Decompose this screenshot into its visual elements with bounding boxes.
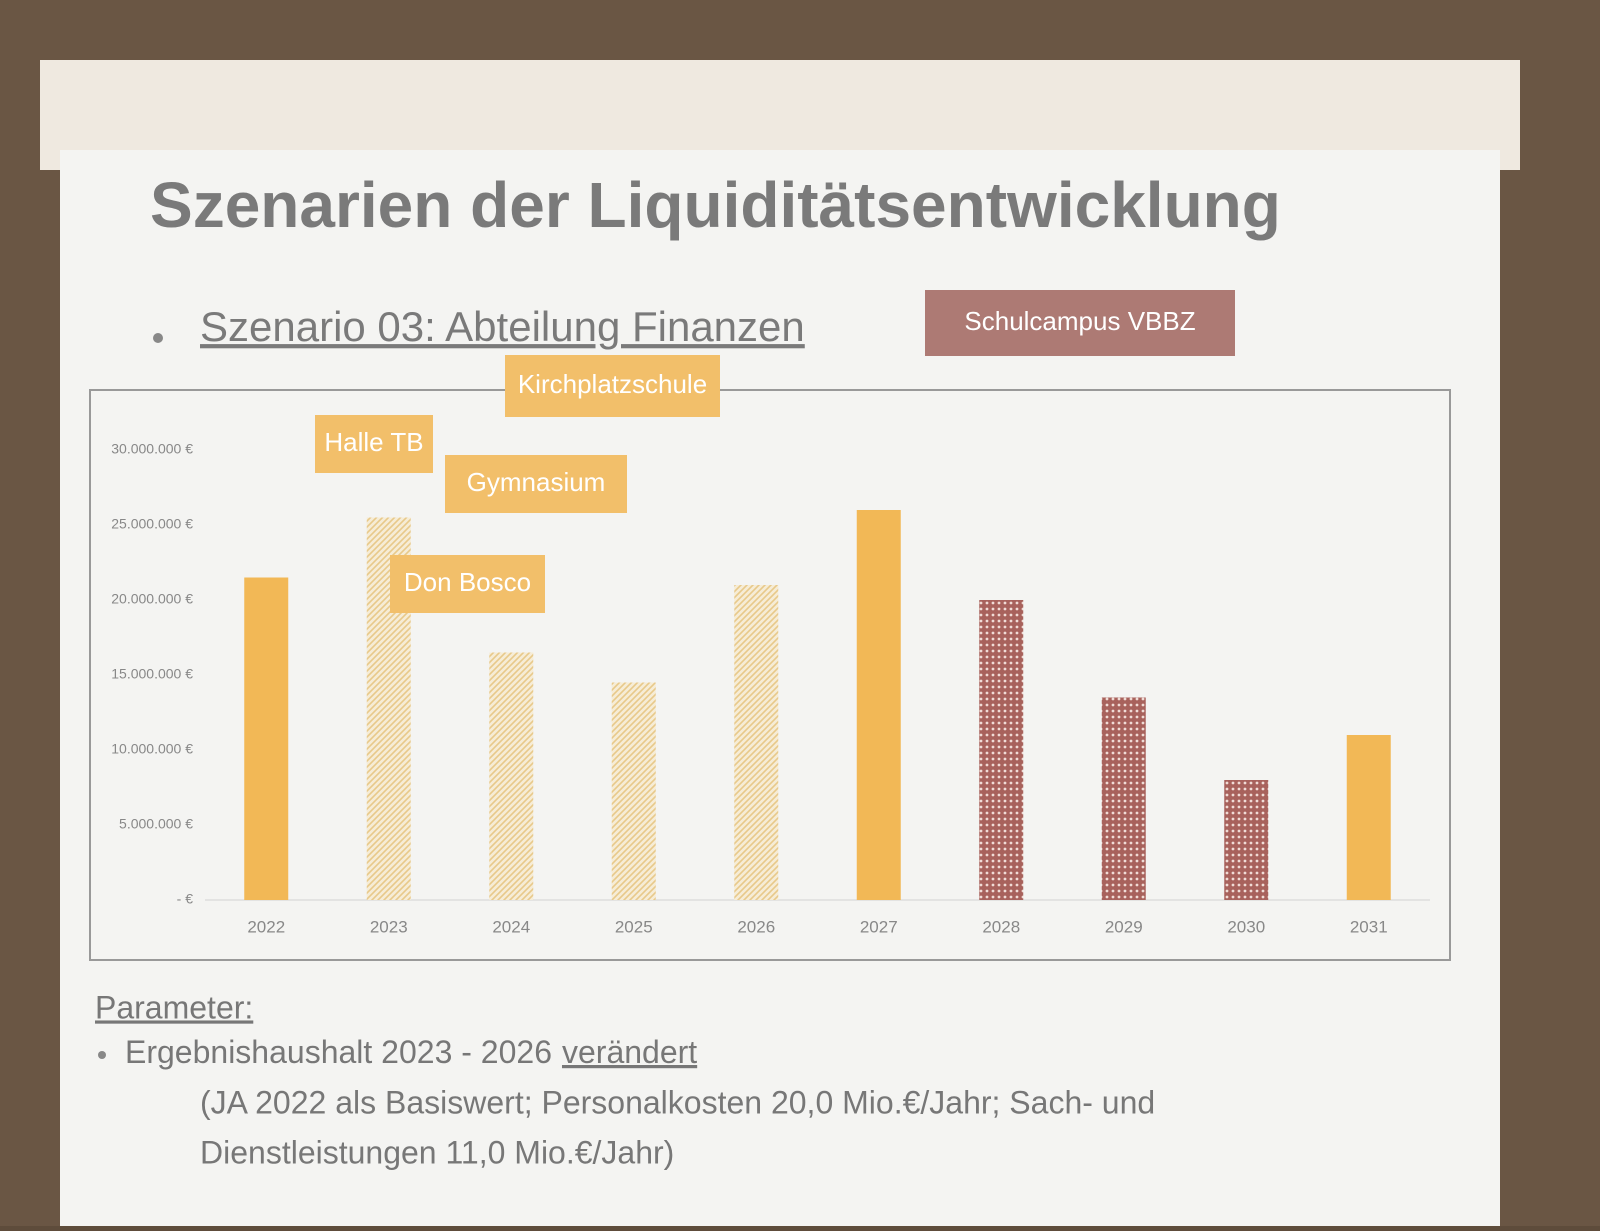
annotation-box	[505, 355, 720, 417]
y-tick-label: 15.000.000 €	[111, 666, 193, 682]
parameter-text: Ergebnishaushalt 2023 - 2026	[125, 1034, 552, 1070]
bar	[979, 600, 1024, 900]
slide-subtitle: Szenario 03: Abteilung Finanzen	[200, 303, 805, 350]
x-tick-label: 2025	[615, 917, 653, 936]
bar	[244, 577, 289, 900]
bullet	[153, 333, 163, 343]
chart: - € 5.000.000 € 10.000.000 € 15.000.000 € 20…	[111, 290, 1430, 936]
annotation-text: Gymnasium	[467, 467, 606, 497]
x-tick-label: 2028	[982, 917, 1020, 936]
bar	[856, 510, 901, 900]
y-tick-label: 25.000.000 €	[111, 516, 193, 532]
x-tick-label: 2026	[737, 917, 775, 936]
x-tick-label: 2023	[370, 917, 408, 936]
bar	[1346, 735, 1391, 900]
annotation-box	[445, 455, 627, 513]
chart-frame	[89, 389, 1451, 961]
x-tick-label: 2024	[492, 917, 530, 936]
y-tick-label: 5.000.000 €	[119, 816, 193, 832]
bar	[734, 585, 779, 900]
annotation-text: Halle TB	[324, 427, 423, 457]
bar	[489, 652, 534, 900]
y-tick-label: 10.000.000 €	[111, 741, 193, 757]
bullet	[98, 1051, 106, 1059]
parameter-heading: Parameter:	[95, 989, 253, 1025]
annotation-box	[315, 415, 433, 473]
x-tick-label: 2030	[1227, 917, 1265, 936]
bar	[611, 682, 656, 900]
y-tick-label: 20.000.000 €	[111, 591, 193, 607]
x-tick-label: 2027	[860, 917, 898, 936]
screen	[60, 150, 1500, 1226]
y-tick-label: - €	[177, 891, 194, 907]
annotation-text: Kirchplatzschule	[518, 369, 707, 399]
bar	[1224, 780, 1269, 900]
slide-title: Szenarien der Liquiditätsentwicklung	[150, 169, 1281, 241]
x-tick-label: 2022	[247, 917, 285, 936]
annotation-text: Schulcampus VBBZ	[964, 306, 1195, 336]
parameter-line: Ergebnishaushalt 2023 - 2026 verändert	[125, 1034, 697, 1070]
parameter-line: (JA 2022 als Basiswert; Personalkosten 2…	[200, 1084, 1155, 1120]
parameter-line: Dienstleistungen 11,0 Mio.€/Jahr)	[200, 1134, 674, 1170]
parameter-emphasis: verändert	[562, 1034, 697, 1070]
x-tick-label: 2029	[1105, 917, 1143, 936]
bar	[1101, 697, 1146, 900]
annotation-box	[390, 555, 545, 613]
annotation-box	[925, 290, 1235, 356]
x-tick-label: 2031	[1350, 917, 1388, 936]
annotation-text: Don Bosco	[404, 567, 531, 597]
y-tick-label: 30.000.000 €	[111, 441, 193, 457]
